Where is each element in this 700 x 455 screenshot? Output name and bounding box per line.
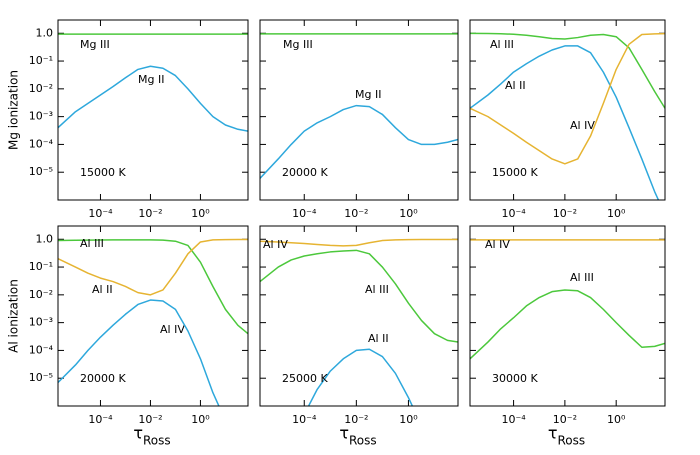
x-tick-label: 10⁰ — [399, 207, 418, 220]
panel: 10⁻⁴ 10⁻² 10⁰ Al III Al II Al IV 15000 K — [469, 19, 666, 220]
x-tick-label: 10⁻² — [138, 207, 162, 220]
y-tick-label: 10⁻¹ — [29, 54, 53, 67]
series-label: Al III — [490, 38, 514, 51]
x-tick-label: 10⁰ — [191, 413, 210, 426]
series-label: Al II — [368, 332, 389, 345]
x-tick-label: 10⁻⁴ — [292, 207, 317, 220]
temperature-label: 25000 K — [282, 372, 328, 385]
series-label: Al IV — [160, 323, 185, 336]
series-label: Al III — [365, 283, 389, 296]
x-tick-label: 10⁻⁴ — [292, 413, 317, 426]
x-tick-label: 10⁰ — [607, 207, 626, 220]
series-line — [307, 348, 414, 406]
series-label: Mg II — [138, 73, 164, 86]
panel-frame — [57, 19, 249, 201]
x-axis-label-sub: Ross — [349, 434, 377, 448]
x-axis-label-sub: Ross — [558, 434, 586, 448]
y-tick-label: 10⁻² — [29, 82, 53, 95]
x-tick-label: 10⁻⁴ — [501, 207, 526, 220]
x-tick-label: 10⁻⁴ — [501, 413, 526, 426]
y-tick-label: 10⁻⁵ — [29, 165, 53, 178]
x-tick-label: 10⁰ — [191, 207, 210, 220]
x-tick-label: 10⁻² — [344, 207, 368, 220]
y-tick-label: 10⁻³ — [29, 316, 53, 329]
series-line — [470, 32, 665, 109]
panel-frame — [57, 225, 249, 407]
x-tick-label: 10⁻⁴ — [88, 413, 113, 426]
series-line — [58, 239, 248, 335]
panel: 10⁻⁴ 10⁻² 10⁰ Al IV Al III Al II 25000 K τ Ross — [259, 225, 459, 448]
x-tick-label: 10⁻² — [344, 413, 368, 426]
temperature-label: 20000 K — [80, 372, 126, 385]
series-line — [260, 249, 458, 343]
x-tick-label: 10⁰ — [399, 413, 418, 426]
y-axis-label: Mg ionization — [7, 70, 21, 150]
series-label: Al II — [505, 79, 526, 92]
y-tick-label: 1.0 — [36, 26, 54, 39]
y-tick-label: 10⁻⁴ — [29, 343, 54, 356]
y-tick-label: 10⁻⁴ — [29, 137, 54, 150]
temperature-label: 30000 K — [492, 372, 538, 385]
series-label: Mg III — [80, 38, 110, 51]
series-label: Al IV — [263, 238, 288, 251]
y-tick-label: 1.0 — [36, 232, 54, 245]
x-axis-label-sub: Ross — [143, 434, 171, 448]
series-line — [470, 32, 665, 165]
x-axis-label: τ — [339, 424, 349, 443]
y-tick-label: 10⁻¹ — [29, 260, 53, 273]
x-tick-label: 10⁻² — [138, 413, 162, 426]
x-tick-label: 10⁻⁴ — [88, 207, 113, 220]
series-line — [260, 238, 458, 247]
y-tick-label: 10⁻² — [29, 288, 53, 301]
series-line — [470, 289, 665, 360]
panel: 10⁻⁴ 10⁻² 10⁰ 1.0 10⁻¹ 10⁻² 10⁻³ 10⁻⁴ 10⁻⁵ Mg III… — [7, 19, 249, 220]
series-label: Al III — [80, 237, 104, 250]
series-label: Al III — [570, 271, 594, 284]
panel: 10⁻⁴ 10⁻² 10⁰ Mg III Mg II 20000 K — [259, 19, 459, 220]
panel: 10⁻⁴ 10⁻² 10⁰ Al IV Al III 30000 K τ Ross — [469, 225, 666, 448]
panel: 10⁻⁴ 10⁻² 10⁰ 1.0 10⁻¹ 10⁻² 10⁻³ 10⁻⁴ 10⁻⁵ Al III… — [7, 225, 249, 448]
series-line — [58, 238, 248, 296]
x-axis-label: τ — [548, 424, 558, 443]
series-label: Mg III — [283, 38, 313, 51]
x-tick-label: 10⁻² — [553, 413, 577, 426]
series-line — [58, 299, 220, 406]
series-line — [260, 104, 458, 179]
panel-frame — [469, 19, 666, 201]
x-tick-label: 10⁻² — [553, 207, 577, 220]
temperature-label: 15000 K — [80, 166, 126, 179]
series-label: Al II — [92, 283, 113, 296]
series-label: Al IV — [485, 238, 510, 251]
temperature-label: 20000 K — [282, 166, 328, 179]
series-label: Al IV — [570, 119, 595, 132]
x-tick-label: 10⁰ — [607, 413, 626, 426]
series-line — [470, 45, 660, 200]
y-tick-label: 10⁻³ — [29, 110, 53, 123]
series-label: Mg II — [355, 88, 381, 101]
panel-frame — [259, 19, 459, 201]
x-axis-label: τ — [133, 424, 143, 443]
y-tick-label: 10⁻⁵ — [29, 371, 53, 384]
y-axis-label: Al ionization — [7, 279, 21, 353]
panel-frame — [259, 225, 459, 407]
panel-frame — [469, 225, 666, 407]
series-line — [58, 65, 248, 132]
temperature-label: 15000 K — [492, 166, 538, 179]
